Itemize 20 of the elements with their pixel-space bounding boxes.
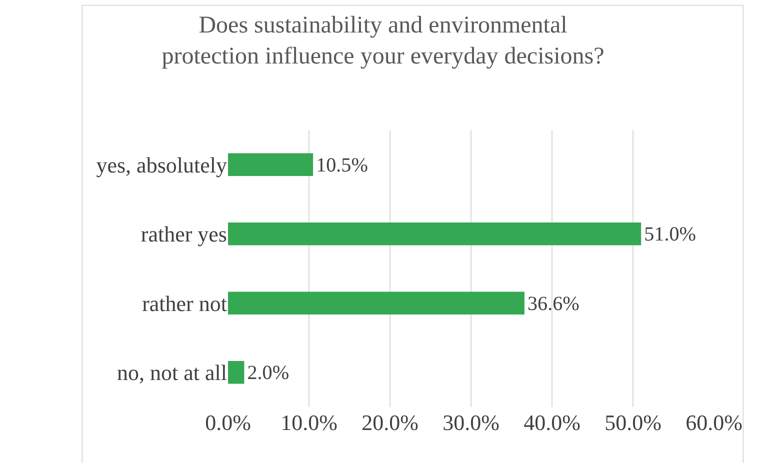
- x-tick-label: 40.0%: [524, 410, 580, 435]
- bar: [228, 292, 524, 315]
- y-tick-label: no, not at all: [117, 360, 227, 386]
- x-tick-label: 60.0%: [686, 410, 742, 435]
- data-label: 10.5%: [316, 154, 368, 176]
- x-tick-label: 20.0%: [362, 410, 418, 435]
- x-tick-label: 0.0%: [205, 410, 251, 435]
- y-tick-label: yes, absolutely: [96, 152, 227, 178]
- data-label: 2.0%: [247, 362, 290, 384]
- y-tick-label: rather not: [142, 290, 227, 316]
- data-label: 36.6%: [527, 292, 580, 315]
- bar: [228, 153, 314, 176]
- data-label: 51.0%: [644, 224, 696, 246]
- bar: [228, 222, 642, 246]
- y-tick-label: rather yes: [140, 222, 227, 247]
- x-tick-label: 30.0%: [442, 410, 500, 435]
- bar: [228, 360, 244, 384]
- chart-title: Does sustainability and environmental protection influence your everyday decisions?: [162, 12, 604, 70]
- x-tick-label: 10.0%: [280, 410, 338, 435]
- x-tick-label: 50.0%: [604, 410, 662, 435]
